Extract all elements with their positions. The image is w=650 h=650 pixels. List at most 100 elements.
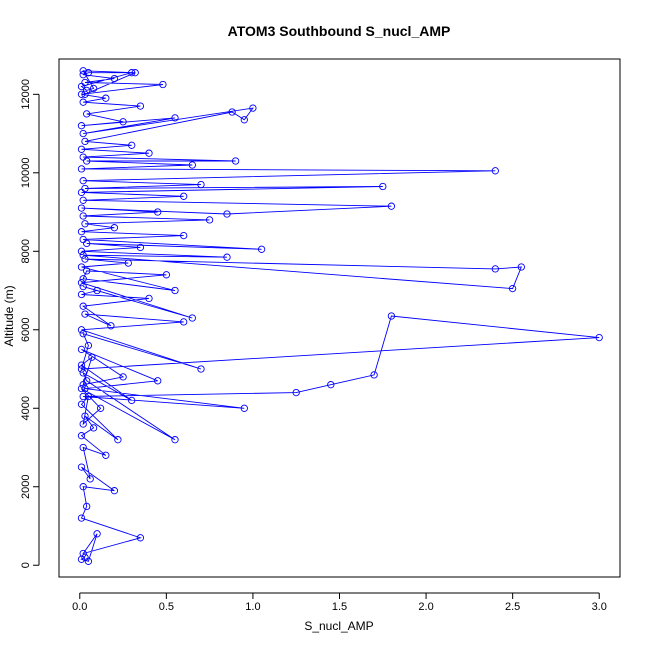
data-point xyxy=(77,82,86,91)
data-point xyxy=(124,259,132,267)
data-point xyxy=(145,149,153,157)
data-point xyxy=(595,333,603,342)
data-point xyxy=(197,180,205,189)
data-point xyxy=(180,318,188,326)
data-point xyxy=(136,102,145,110)
data-point xyxy=(89,424,98,432)
x-tick-label: 3.0 xyxy=(592,601,607,613)
data-point xyxy=(84,557,93,565)
data-point xyxy=(83,267,91,275)
data-point xyxy=(79,369,87,377)
data-point xyxy=(136,243,145,252)
data-point xyxy=(159,80,167,89)
data-point xyxy=(327,381,335,389)
x-tick-label: 1.5 xyxy=(332,601,347,613)
data-point xyxy=(154,208,162,216)
data-point xyxy=(370,371,378,379)
data-point xyxy=(84,69,93,77)
data-point xyxy=(491,265,499,273)
data-point xyxy=(77,165,86,173)
data-point xyxy=(79,282,87,291)
data-point xyxy=(387,202,396,210)
data-point xyxy=(77,514,86,522)
y-tick-label: 12000 xyxy=(20,79,32,110)
data-point xyxy=(77,204,86,212)
data-point xyxy=(89,84,98,93)
y-axis: 0 2000 4000 6000 8000 10000 12000 xyxy=(20,79,40,568)
data-series xyxy=(77,67,603,565)
x-tick-label: 0.0 xyxy=(72,601,87,613)
y-axis-label: Altitude (m) xyxy=(2,285,16,346)
plot-frame xyxy=(58,58,621,578)
data-point xyxy=(107,322,115,330)
data-point xyxy=(77,463,86,471)
data-point xyxy=(84,341,93,350)
data-point xyxy=(257,245,266,253)
data-point xyxy=(83,110,91,118)
data-point xyxy=(79,483,87,491)
data-point xyxy=(86,475,94,483)
data-point xyxy=(79,129,87,138)
data-point xyxy=(517,263,525,271)
data-point xyxy=(180,231,188,240)
x-axis-label: S_nucl_AMP xyxy=(304,619,373,633)
data-point xyxy=(77,247,86,255)
y-tick-label: 0 xyxy=(20,562,32,568)
data-point xyxy=(128,69,136,77)
data-point xyxy=(79,275,87,283)
data-point xyxy=(79,177,87,185)
data-point xyxy=(162,271,171,279)
data-point xyxy=(491,167,499,175)
data-point xyxy=(102,451,110,459)
data-point xyxy=(128,141,136,149)
data-point xyxy=(79,212,87,220)
data-point xyxy=(79,196,87,204)
data-point xyxy=(79,98,87,106)
data-point xyxy=(77,400,86,408)
x-tick-label: 2.5 xyxy=(505,601,520,613)
data-point xyxy=(77,263,86,271)
data-point xyxy=(180,192,188,200)
data-point xyxy=(83,502,91,511)
data-point xyxy=(81,384,89,393)
data-point xyxy=(77,228,86,236)
data-point xyxy=(110,487,119,495)
data-point xyxy=(81,220,89,228)
data-point xyxy=(79,251,87,259)
data-point xyxy=(79,71,87,79)
data-point xyxy=(77,345,86,354)
data-point xyxy=(223,210,231,218)
data-point xyxy=(145,294,153,303)
data-point xyxy=(81,184,89,193)
data-point xyxy=(171,114,179,122)
data-point xyxy=(379,182,387,191)
data-point xyxy=(249,104,257,112)
data-point xyxy=(81,412,89,420)
data-point xyxy=(81,137,89,146)
x-tick-label: 1.0 xyxy=(245,601,260,613)
data-point xyxy=(79,420,87,428)
chart-title: ATOM3 Southbound S_nucl_AMP xyxy=(228,23,451,39)
data-point xyxy=(110,74,119,83)
data-point xyxy=(240,404,248,412)
data-point xyxy=(131,69,139,77)
data-point xyxy=(188,161,196,169)
data-point xyxy=(77,145,86,153)
y-tick-label: 8000 xyxy=(20,239,32,263)
data-point xyxy=(96,404,105,412)
data-point xyxy=(77,432,86,440)
data-point xyxy=(84,392,93,401)
data-point xyxy=(171,436,179,444)
data-point xyxy=(119,118,127,126)
data-point xyxy=(228,108,236,116)
data-point xyxy=(102,94,110,102)
data-point xyxy=(508,284,517,293)
data-point xyxy=(77,365,86,373)
data-point xyxy=(77,122,86,130)
data-point xyxy=(205,216,214,224)
data-point xyxy=(114,436,122,444)
series-line xyxy=(80,70,600,562)
data-point xyxy=(128,396,136,405)
data-point xyxy=(171,286,179,295)
